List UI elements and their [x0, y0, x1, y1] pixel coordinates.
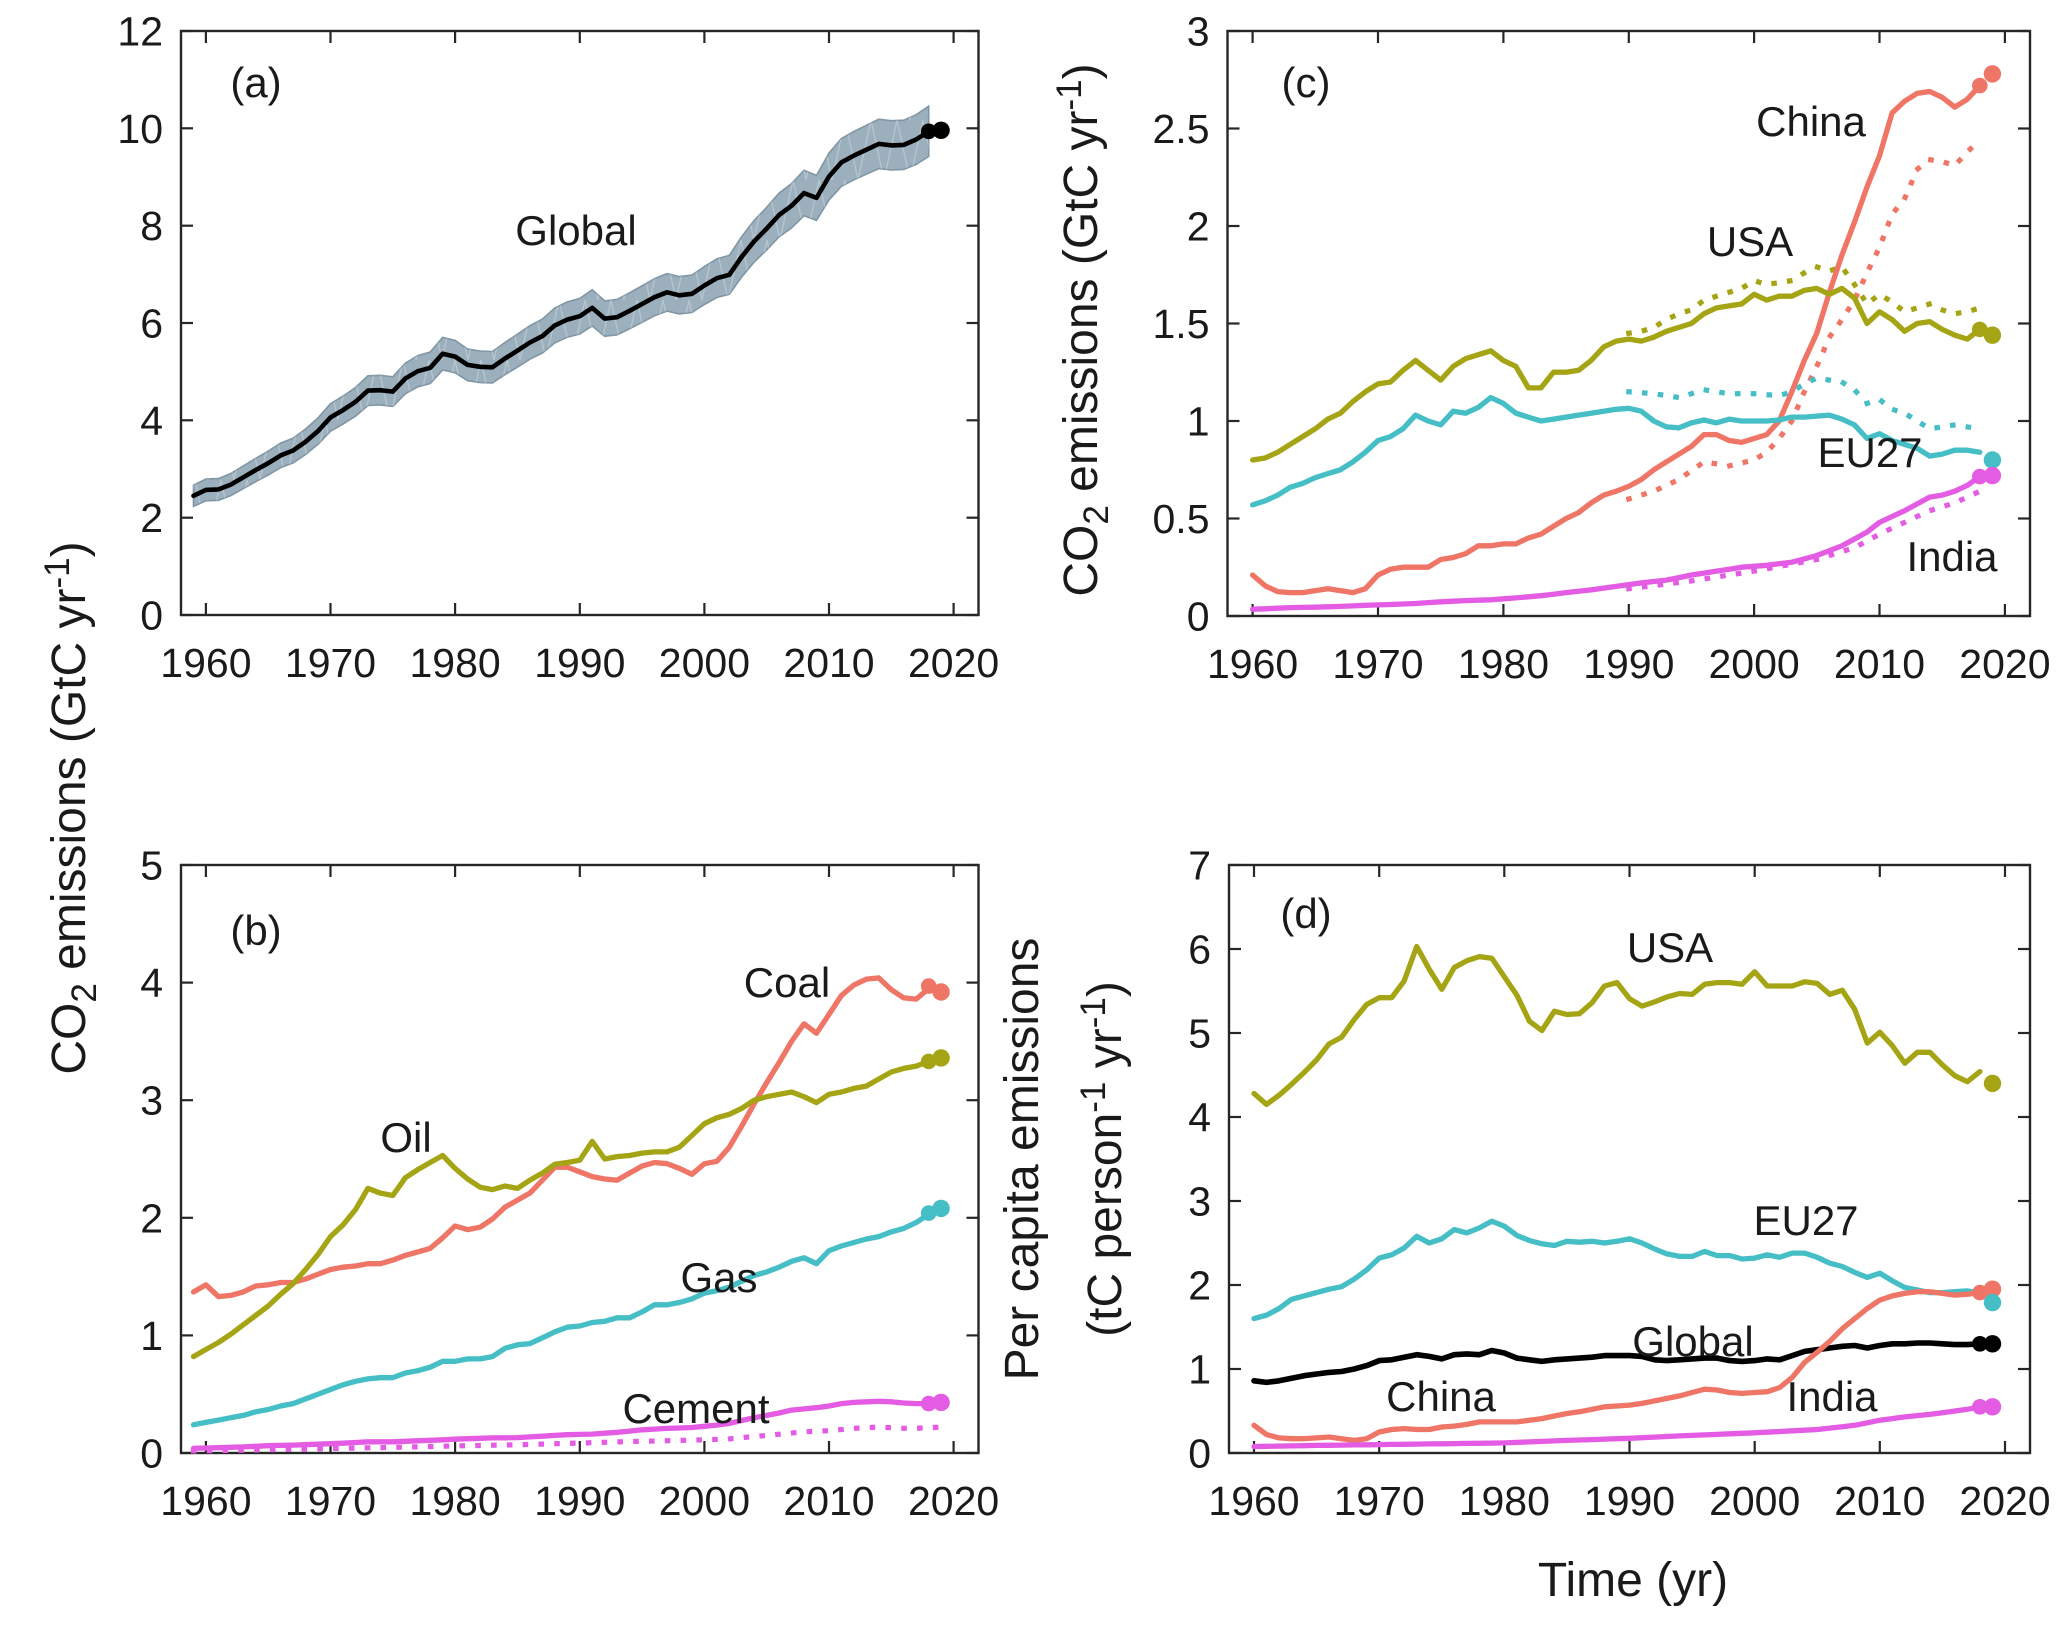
- svg-text:2: 2: [140, 495, 163, 541]
- svg-text:1960: 1960: [160, 1478, 251, 1524]
- svg-text:4: 4: [140, 960, 163, 1006]
- svg-text:2000: 2000: [659, 640, 750, 686]
- svg-text:0.5: 0.5: [1153, 496, 1210, 542]
- svg-text:4: 4: [140, 398, 163, 444]
- svg-text:2000: 2000: [1708, 641, 1799, 687]
- svg-text:0: 0: [140, 1431, 163, 1477]
- svg-text:0: 0: [1187, 594, 1210, 640]
- svg-text:12: 12: [117, 9, 163, 55]
- svg-text:6: 6: [1188, 927, 1211, 973]
- svg-text:2010: 2010: [1834, 1478, 1925, 1524]
- svg-text:1970: 1970: [1332, 641, 1423, 687]
- svg-text:Coal: Coal: [744, 959, 830, 1006]
- svg-text:2010: 2010: [1834, 641, 1925, 687]
- svg-text:1970: 1970: [285, 640, 376, 686]
- svg-text:2020: 2020: [908, 1478, 999, 1524]
- svg-text:2020: 2020: [1959, 641, 2050, 687]
- svg-text:EU27: EU27: [1817, 429, 1922, 476]
- svg-text:Gas: Gas: [680, 1254, 757, 1301]
- svg-text:1990: 1990: [534, 640, 625, 686]
- svg-text:(tC person-1 yr-1): (tC person-1 yr-1): [1074, 981, 1132, 1337]
- svg-text:Time (yr): Time (yr): [1538, 1554, 1728, 1607]
- svg-text:1: 1: [1187, 399, 1210, 445]
- svg-text:China: China: [1756, 98, 1866, 145]
- svg-text:Cement: Cement: [622, 1385, 769, 1432]
- svg-text:1960: 1960: [160, 640, 251, 686]
- svg-text:2000: 2000: [1709, 1478, 1800, 1524]
- svg-text:Oil: Oil: [380, 1114, 431, 1161]
- svg-text:2010: 2010: [783, 640, 874, 686]
- svg-text:5: 5: [140, 843, 163, 889]
- svg-text:(a): (a): [230, 59, 281, 106]
- svg-text:Global: Global: [1632, 1318, 1753, 1365]
- svg-text:India: India: [1786, 1373, 1878, 1420]
- svg-text:2010: 2010: [783, 1478, 874, 1524]
- svg-text:1980: 1980: [409, 1478, 500, 1524]
- svg-text:1970: 1970: [285, 1478, 376, 1524]
- svg-text:1990: 1990: [1584, 1478, 1675, 1524]
- svg-text:1970: 1970: [1334, 1478, 1425, 1524]
- svg-text:(c): (c): [1282, 59, 1331, 106]
- svg-text:1960: 1960: [1207, 641, 1298, 687]
- svg-text:EU27: EU27: [1753, 1197, 1858, 1244]
- svg-text:CO2 emissions (GtC yr-1): CO2 emissions (GtC yr-1): [1050, 63, 1116, 596]
- svg-text:1980: 1980: [1458, 641, 1549, 687]
- svg-text:2020: 2020: [1959, 1478, 2050, 1524]
- svg-text:Per capita emissions: Per capita emissions: [996, 938, 1049, 1381]
- svg-text:0: 0: [1188, 1431, 1211, 1477]
- svg-text:China: China: [1386, 1373, 1496, 1420]
- svg-text:10: 10: [117, 106, 163, 152]
- svg-text:1990: 1990: [534, 1478, 625, 1524]
- svg-text:(d): (d): [1280, 890, 1331, 937]
- svg-text:2.5: 2.5: [1153, 106, 1210, 152]
- svg-text:2: 2: [1187, 204, 1210, 250]
- svg-text:0: 0: [140, 593, 163, 639]
- svg-text:CO2 emissions (GtC yr-1): CO2 emissions (GtC yr-1): [38, 541, 104, 1074]
- svg-text:1980: 1980: [1459, 1478, 1550, 1524]
- svg-text:7: 7: [1188, 843, 1211, 889]
- svg-text:Global: Global: [515, 207, 636, 254]
- svg-text:(b): (b): [230, 907, 281, 954]
- svg-text:USA: USA: [1627, 924, 1713, 971]
- svg-text:1990: 1990: [1583, 641, 1674, 687]
- svg-text:2: 2: [1188, 1263, 1211, 1309]
- svg-text:India: India: [1906, 533, 1998, 580]
- svg-text:1980: 1980: [409, 640, 500, 686]
- svg-text:6: 6: [140, 301, 163, 347]
- svg-text:1960: 1960: [1208, 1478, 1299, 1524]
- svg-text:USA: USA: [1707, 218, 1793, 265]
- svg-text:1: 1: [1188, 1347, 1211, 1393]
- svg-text:3: 3: [140, 1078, 163, 1124]
- svg-text:3: 3: [1188, 1179, 1211, 1225]
- svg-text:3: 3: [1187, 9, 1210, 55]
- svg-text:1: 1: [140, 1313, 163, 1359]
- svg-text:4: 4: [1188, 1095, 1211, 1141]
- svg-text:8: 8: [140, 203, 163, 249]
- svg-text:2000: 2000: [659, 1478, 750, 1524]
- svg-text:2: 2: [140, 1195, 163, 1241]
- svg-text:1.5: 1.5: [1153, 301, 1210, 347]
- svg-text:2020: 2020: [908, 640, 999, 686]
- svg-text:5: 5: [1188, 1011, 1211, 1057]
